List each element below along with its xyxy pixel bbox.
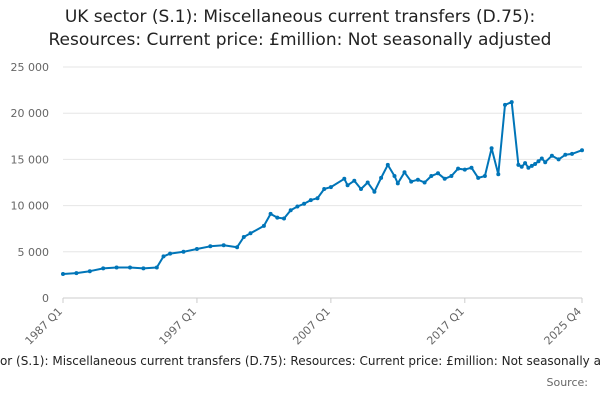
data-point: [449, 174, 454, 178]
data-point: [469, 165, 474, 170]
y-tick-label: 5 000: [18, 246, 50, 259]
data-point: [288, 208, 293, 213]
data-point: [549, 153, 554, 158]
data-point: [385, 162, 390, 167]
data-point: [482, 174, 487, 178]
data-point: [141, 266, 146, 271]
data-point: [415, 177, 420, 182]
chart-title: UK sector (S.1): Miscellaneous current t…: [0, 6, 600, 52]
data-point: [536, 159, 541, 164]
data-point: [422, 180, 427, 185]
data-point: [248, 231, 253, 236]
data-point: [489, 146, 494, 151]
data-point: [181, 249, 186, 254]
data-point: [275, 215, 280, 220]
data-point: [322, 187, 327, 191]
data-point: [509, 100, 514, 105]
data-point: [208, 244, 213, 249]
y-tick-label: 0: [42, 292, 49, 305]
data-point: [342, 176, 347, 181]
data-point: [345, 183, 350, 188]
data-point: [516, 162, 521, 167]
data-point: [315, 196, 320, 201]
x-tick-label: 2025 Q4: [542, 305, 585, 348]
data-point: [533, 162, 538, 166]
data-point: [302, 201, 307, 206]
data-point: [519, 164, 524, 169]
data-point: [570, 151, 574, 156]
data-point: [392, 174, 397, 178]
source-label: Source:: [547, 376, 589, 389]
data-point: [429, 174, 434, 178]
y-tick-label: 20 000: [11, 107, 50, 120]
data-point: [529, 163, 534, 168]
chart-title-line-2: Resources: Current price: £million: Not …: [48, 30, 552, 50]
data-point: [556, 157, 561, 162]
data-point: [523, 161, 528, 166]
data-point: [114, 265, 119, 270]
x-tick-label: 2017 Q1: [424, 305, 467, 348]
data-point: [436, 171, 440, 176]
x-tick-label: 1987 Q1: [23, 305, 66, 348]
series-layer: [61, 100, 584, 276]
data-point: [194, 247, 199, 251]
data-point: [241, 235, 246, 239]
y-axis: 0 5 000 10 000 15 000 20 000 25 000: [11, 61, 50, 305]
data-point: [74, 271, 79, 276]
data-point: [496, 172, 501, 177]
data-point: [526, 165, 531, 170]
data-point: [442, 176, 447, 181]
data-point: [402, 170, 407, 175]
data-point: [128, 265, 132, 270]
data-point: [580, 148, 584, 153]
data-point: [328, 185, 333, 190]
data-point: [154, 265, 159, 270]
x-axis: 1987 Q1 1997 Q1 2007 Q1 2017 Q1 2025 Q4: [23, 298, 585, 348]
data-point: [295, 204, 300, 209]
data-point: [372, 189, 377, 194]
chart-title-line-1: UK sector (S.1): Miscellaneous current t…: [64, 7, 536, 27]
data-point: [456, 166, 461, 171]
data-point: [87, 269, 92, 274]
data-point: [395, 181, 400, 186]
data-point: [221, 243, 226, 248]
legend-label: UK sector (S.1): Miscellaneous current t…: [0, 354, 600, 368]
data-point: [308, 198, 313, 203]
data-point: [101, 266, 106, 271]
data-point: [409, 179, 414, 184]
x-tick-label: 2007 Q1: [290, 305, 333, 348]
data-point: [168, 251, 173, 256]
x-tick-label: 1997 Q1: [157, 305, 200, 348]
y-tick-label: 15 000: [11, 153, 50, 166]
data-point: [261, 223, 266, 228]
data-point: [268, 211, 273, 216]
data-point: [476, 175, 481, 180]
data-point: [462, 167, 467, 172]
data-point: [539, 156, 544, 161]
y-tick-label: 25 000: [11, 61, 50, 74]
data-point: [282, 216, 286, 221]
data-point: [365, 180, 370, 185]
data-point: [379, 175, 384, 180]
y-tick-label: 10 000: [11, 200, 50, 213]
legend: UK sector (S.1): Miscellaneous current t…: [0, 354, 600, 389]
data-point: [61, 272, 65, 276]
data-point: [161, 254, 166, 259]
data-point: [503, 102, 507, 107]
data-point: [235, 245, 240, 250]
data-point: [563, 152, 568, 157]
gridlines: [63, 66, 582, 299]
data-point: [359, 187, 363, 191]
data-point: [543, 160, 548, 165]
data-point: [352, 178, 357, 183]
